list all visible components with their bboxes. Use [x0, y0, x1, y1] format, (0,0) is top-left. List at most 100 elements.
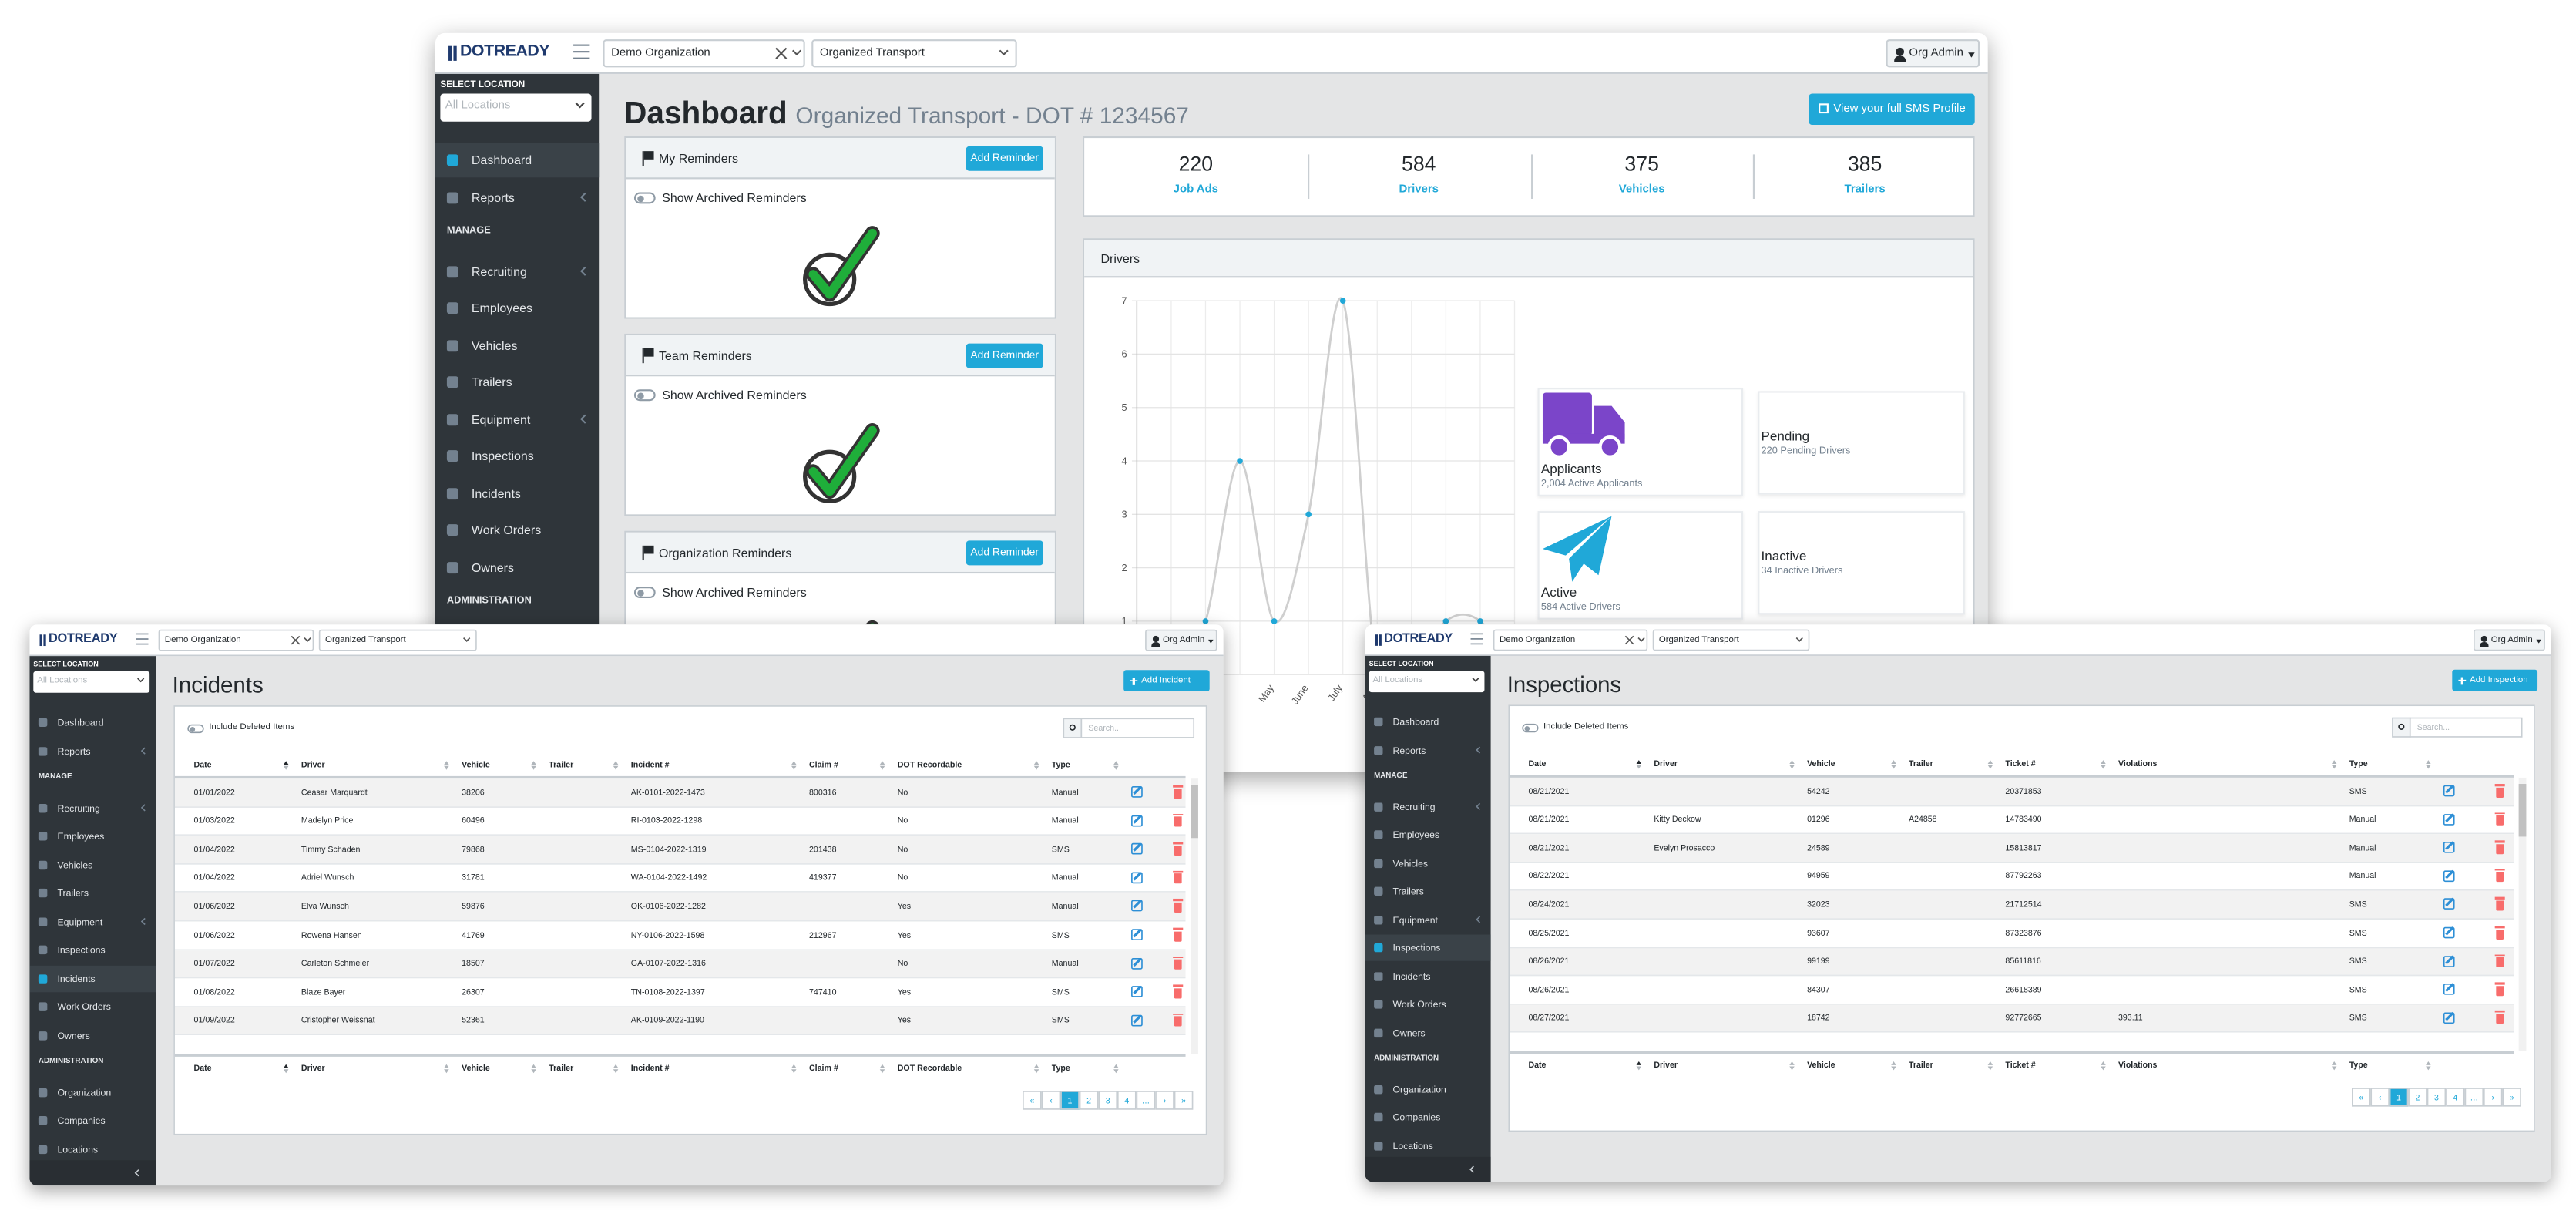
column-header[interactable]: Type — [1051, 761, 1070, 770]
delete-button[interactable] — [2494, 784, 2505, 798]
edit-button[interactable] — [1131, 785, 1143, 798]
sidebar-item[interactable]: Locations — [29, 1135, 156, 1162]
toggle-switch[interactable] — [1522, 723, 1539, 733]
page-button[interactable]: » — [2502, 1088, 2521, 1107]
add-reminder-button[interactable]: Add Reminder — [966, 146, 1043, 171]
sidebar-toggle[interactable] — [1470, 633, 1483, 646]
stat-label[interactable]: Drivers — [1399, 183, 1439, 196]
column-header[interactable]: Vehicle — [1807, 760, 1835, 769]
edit-button[interactable] — [2443, 1011, 2455, 1024]
page-button[interactable]: › — [1155, 1091, 1174, 1110]
sidebar-item[interactable]: Incidents — [29, 965, 156, 992]
sidebar-item[interactable]: Reports — [435, 180, 599, 214]
delete-button[interactable] — [2494, 869, 2505, 883]
page-button[interactable]: 4 — [1117, 1091, 1137, 1110]
company-select[interactable]: Organized Transport — [811, 39, 1017, 68]
sidebar-item[interactable]: Owners — [435, 550, 599, 584]
sidebar-item[interactable]: Dashboard — [1365, 708, 1491, 735]
location-select[interactable]: All Locations — [1369, 671, 1485, 693]
edit-button[interactable] — [2443, 869, 2455, 882]
sidebar-item[interactable]: Trailers — [29, 879, 156, 906]
page-button[interactable]: 2 — [1079, 1091, 1099, 1110]
toggle-switch[interactable] — [633, 587, 656, 599]
page-button[interactable]: … — [2464, 1088, 2484, 1107]
edit-button[interactable] — [2443, 898, 2455, 910]
sidebar-item[interactable]: Equipment — [435, 402, 599, 436]
sidebar-item[interactable]: Organization — [29, 1079, 156, 1105]
page-button[interactable]: » — [1174, 1091, 1194, 1110]
add-reminder-button[interactable]: Add Reminder — [966, 343, 1043, 368]
scrollbar-thumb[interactable] — [2518, 784, 2527, 837]
toggle-switch[interactable] — [187, 724, 204, 734]
page-button[interactable]: 4 — [2446, 1088, 2465, 1107]
delete-button[interactable] — [2494, 982, 2505, 997]
column-header[interactable]: Violations — [2118, 760, 2158, 769]
column-header[interactable]: Date — [193, 761, 212, 770]
delete-button[interactable] — [1173, 842, 1184, 856]
edit-button[interactable] — [1131, 900, 1143, 912]
sidebar-item[interactable]: Work Orders — [1365, 991, 1491, 1017]
sidebar-item[interactable]: Incidents — [435, 476, 599, 510]
page-button[interactable]: « — [1023, 1091, 1042, 1110]
column-header[interactable]: Driver — [1654, 1061, 1678, 1071]
stat-label[interactable]: Vehicles — [1618, 183, 1665, 196]
organization-select[interactable]: Demo Organization — [1493, 629, 1648, 651]
sidebar-item[interactable]: Companies — [1365, 1104, 1491, 1130]
location-select[interactable]: All Locations — [440, 93, 592, 122]
sidebar-toggle[interactable] — [573, 44, 590, 61]
sidebar-minimizer[interactable] — [29, 1160, 156, 1186]
edit-button[interactable] — [2443, 785, 2455, 797]
edit-button[interactable] — [1131, 871, 1143, 883]
user-menu[interactable]: Org Admin — [1886, 39, 1980, 68]
column-header[interactable]: Trailer — [1909, 1061, 1933, 1071]
sidebar-item[interactable]: Inspections — [1365, 934, 1491, 961]
page-button[interactable]: … — [1136, 1091, 1156, 1110]
column-header[interactable]: Date — [1528, 760, 1547, 769]
add-button[interactable]: Add Inspection — [2452, 669, 2538, 691]
edit-button[interactable] — [2443, 926, 2455, 939]
delete-button[interactable] — [1173, 927, 1184, 942]
sidebar-item[interactable]: Trailers — [1365, 878, 1491, 904]
search-input[interactable]: Search... — [1080, 718, 1195, 738]
column-header[interactable]: Incident # — [630, 761, 670, 770]
sidebar-item[interactable]: Work Orders — [29, 994, 156, 1020]
column-header[interactable]: Type — [1051, 1064, 1070, 1074]
sidebar-item[interactable]: Employees — [29, 823, 156, 849]
edit-button[interactable] — [1131, 1014, 1143, 1027]
sidebar-minimizer[interactable] — [1365, 1156, 1491, 1182]
page-button[interactable]: ‹ — [2370, 1088, 2390, 1107]
column-header[interactable]: Date — [1528, 1061, 1547, 1071]
column-header[interactable]: Incident # — [630, 1064, 670, 1074]
edit-button[interactable] — [2443, 954, 2455, 967]
edit-button[interactable] — [2443, 812, 2455, 826]
sidebar-item[interactable]: Work Orders — [435, 513, 599, 547]
delete-button[interactable] — [1173, 785, 1184, 799]
edit-button[interactable] — [1131, 985, 1143, 998]
user-menu[interactable]: Org Admin — [1145, 629, 1217, 651]
sidebar-item[interactable]: Equipment — [1365, 906, 1491, 933]
column-header[interactable]: DOT Recordable — [897, 761, 962, 770]
sidebar-item[interactable]: Inspections — [435, 439, 599, 473]
search-input[interactable]: Search... — [2409, 717, 2523, 738]
sidebar-item[interactable]: Trailers — [435, 365, 599, 399]
organization-select[interactable]: Demo Organization — [603, 39, 805, 68]
search-button[interactable] — [1063, 718, 1083, 738]
delete-button[interactable] — [2494, 840, 2505, 855]
company-select[interactable]: Organized Transport — [318, 629, 477, 651]
driver-status-card[interactable]: Applicants 2,004 Active Applicants — [1537, 388, 1744, 496]
sidebar-item[interactable]: Equipment — [29, 908, 156, 934]
driver-status-card[interactable]: Pending 220 Pending Drivers — [1758, 391, 1965, 495]
sidebar-item[interactable]: Companies — [29, 1107, 156, 1133]
sms-profile-button[interactable]: View your full SMS Profile — [1809, 93, 1975, 126]
page-button[interactable]: 3 — [1098, 1091, 1118, 1110]
sidebar-item[interactable]: Vehicles — [29, 851, 156, 877]
sidebar-item[interactable]: Vehicles — [1365, 850, 1491, 876]
driver-status-card[interactable]: Active 584 Active Drivers — [1537, 511, 1744, 620]
page-button[interactable]: 2 — [2408, 1088, 2427, 1107]
page-button[interactable]: 1 — [1060, 1091, 1080, 1110]
driver-status-card[interactable]: Inactive 34 Inactive Drivers — [1758, 511, 1965, 615]
edit-button[interactable] — [1131, 957, 1143, 970]
user-menu[interactable]: Org Admin — [2473, 629, 2545, 651]
sidebar-item[interactable]: Dashboard — [29, 709, 156, 735]
sidebar-item[interactable]: Incidents — [1365, 963, 1491, 989]
